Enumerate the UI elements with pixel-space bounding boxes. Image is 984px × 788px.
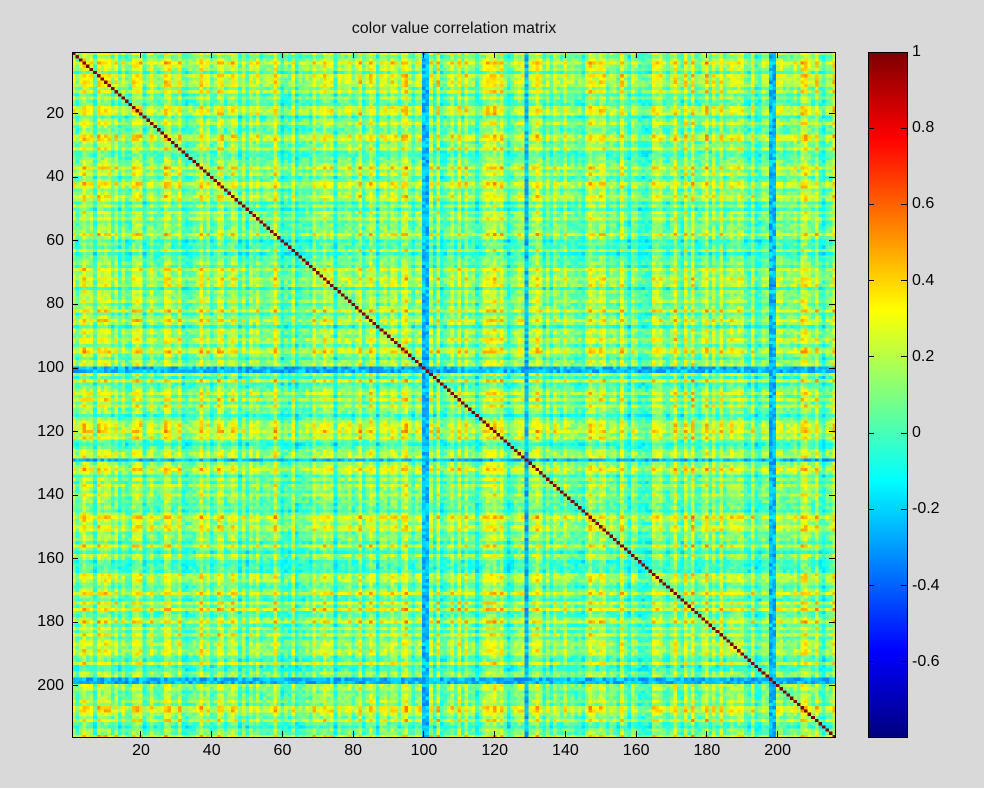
y-tick-mark [72,558,78,560]
colorbar-tick-mark [901,127,907,129]
x-tick-label: 180 [693,742,721,759]
y-tick-mark-right [829,685,835,687]
colorbar-tick-label: -0.6 [912,652,940,670]
y-tick-mark [72,303,78,305]
x-tick-mark [564,731,566,737]
y-tick-mark-right [829,621,835,623]
x-tick-label: 140 [552,742,579,759]
x-tick-label: 120 [481,742,509,759]
colorbar-tick-label: 0.2 [912,347,935,365]
y-tick-mark [72,494,78,496]
y-tick-mark [72,176,78,178]
colorbar-tick-mark [901,51,907,53]
colorbar-tick-label: 0 [912,424,921,442]
y-tick-label: 100 [37,359,64,376]
colorbar-tick-mark-left [868,203,874,205]
y-tick-mark-right [829,303,835,305]
colorbar-tick-label: 0.6 [912,195,935,213]
y-tick-label: 60 [46,231,64,249]
x-tick-mark [494,731,496,737]
x-tick-label: 60 [273,742,292,759]
y-tick-mark-right [829,558,835,560]
colorbar-tick-mark-left [868,51,874,53]
y-tick-label: 20 [46,104,64,122]
y-tick-label: 80 [46,295,64,313]
y-tick-label: 40 [46,168,64,186]
y-tick-label: 200 [37,676,64,694]
chart-title: color value correlation matrix [351,20,557,37]
y-tick-mark [72,240,78,242]
x-tick-mark-top [635,52,637,58]
y-tick-label: 180 [37,613,64,631]
x-tick-mark-top [777,52,779,58]
y-tick-mark-right [829,176,835,178]
x-tick-mark-top [494,52,496,58]
x-tick-label: 80 [344,742,363,759]
x-tick-mark [211,731,213,737]
x-tick-mark [140,731,142,737]
colorbar-tick-mark-left [868,280,874,282]
y-tick-mark [72,685,78,687]
colorbar-tick-mark [901,432,907,434]
y-tick-mark-right [829,240,835,242]
y-tick-mark-right [829,494,835,496]
x-tick-label: 20 [132,742,150,759]
colorbar-tick-mark-left [868,661,874,663]
x-tick-mark [777,731,779,737]
colorbar-tick-mark-left [868,356,874,358]
colorbar-tick-label: -0.4 [912,576,940,594]
x-tick-mark [352,731,354,737]
x-tick-mark-top [706,52,708,58]
colorbar-tick-label: 1 [912,43,921,60]
colorbar-tick-label: 0.8 [912,119,935,137]
colorbar-tick-mark [901,508,907,510]
colorbar-tick-mark-left [868,127,874,129]
colorbar-tick-mark-left [868,432,874,434]
y-tick-mark [72,621,78,623]
colorbar [868,52,908,738]
heatmap-matrix [72,52,836,738]
y-tick-mark-right [829,367,835,369]
colorbar-tick-mark-left [868,585,874,587]
x-tick-mark-top [352,52,354,58]
y-tick-mark-right [829,431,835,433]
colorbar-tick-label: -0.2 [912,500,940,518]
x-tick-label: 40 [202,742,221,759]
x-tick-mark-top [564,52,566,58]
x-tick-mark-top [423,52,425,58]
x-tick-mark-top [140,52,142,58]
colorbar-tick-mark [901,203,907,205]
y-tick-label: 120 [37,422,64,440]
x-tick-mark [281,731,283,737]
colorbar-tick-mark [901,356,907,358]
colorbar-tick-mark [901,661,907,663]
y-tick-mark [72,367,78,369]
y-tick-label: 140 [37,486,64,504]
x-tick-mark [635,731,637,737]
y-tick-mark [72,113,78,115]
y-tick-mark-right [829,113,835,115]
colorbar-tick-mark [901,585,907,587]
x-tick-label: 200 [764,742,791,759]
x-tick-mark-top [211,52,213,58]
x-tick-mark [423,731,425,737]
x-tick-mark [706,731,708,737]
y-tick-label: 160 [37,549,64,567]
colorbar-tick-label: 0.4 [912,271,935,289]
y-tick-mark [72,431,78,433]
x-tick-label: 100 [410,742,438,759]
colorbar-tick-mark-left [868,508,874,510]
x-tick-label: 160 [622,742,650,759]
colorbar-tick-mark [901,280,907,282]
x-tick-mark-top [281,52,283,58]
